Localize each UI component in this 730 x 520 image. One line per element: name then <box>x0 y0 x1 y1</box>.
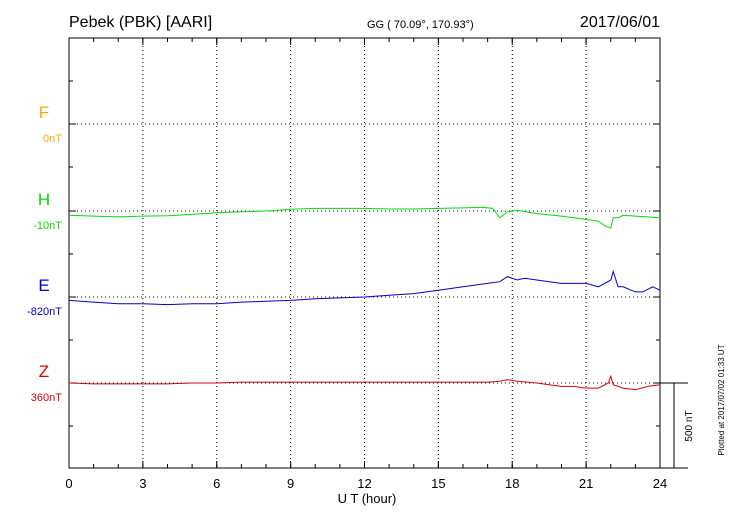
date-label: 2017/06/01 <box>580 14 660 31</box>
x-tick-label: 0 <box>65 476 72 491</box>
series-line-z <box>68 374 661 391</box>
series-lines <box>68 206 661 391</box>
x-tick-label: 3 <box>139 476 146 491</box>
x-tick-labels: 0 3 6 9 12 15 18 21 24 <box>65 476 667 491</box>
series-line-e <box>68 269 661 306</box>
axis-ticks <box>68 38 661 468</box>
x-tick-label: 18 <box>505 476 519 491</box>
x-tick-label: 6 <box>213 476 220 491</box>
x-tick-label: 21 <box>579 476 593 491</box>
coordinates-label: GG ( 70.09°, 170.93°) <box>367 19 474 31</box>
series-labels: F 0nT H -10nT E -820nT Z 360nT <box>27 103 62 404</box>
grid-lines <box>69 38 660 468</box>
series-name-z: Z <box>39 362 49 381</box>
series-name-e: E <box>38 276 49 295</box>
x-tick-label: 9 <box>287 476 294 491</box>
x-tick-label: 15 <box>431 476 445 491</box>
scale-bar: 500 nT <box>660 382 695 469</box>
scale-bar-label: 500 nT <box>684 410 695 441</box>
series-name-f: F <box>39 103 49 122</box>
series-name-h: H <box>38 190 50 209</box>
series-baseline-h: -10nT <box>33 220 62 232</box>
plotted-timestamp: Plotted at 2017/07/02 01:33 UT <box>717 344 726 455</box>
series-baseline-z: 360nT <box>31 392 62 404</box>
series-line-h <box>68 206 661 229</box>
x-axis-label: U T (hour) <box>338 491 397 506</box>
x-tick-label: 24 <box>653 476 667 491</box>
series-baseline-f: 0nT <box>43 133 62 145</box>
station-title: Pebek (PBK) [AARI] <box>69 14 212 31</box>
x-tick-label: 12 <box>357 476 371 491</box>
series-baseline-e: -820nT <box>27 306 62 318</box>
